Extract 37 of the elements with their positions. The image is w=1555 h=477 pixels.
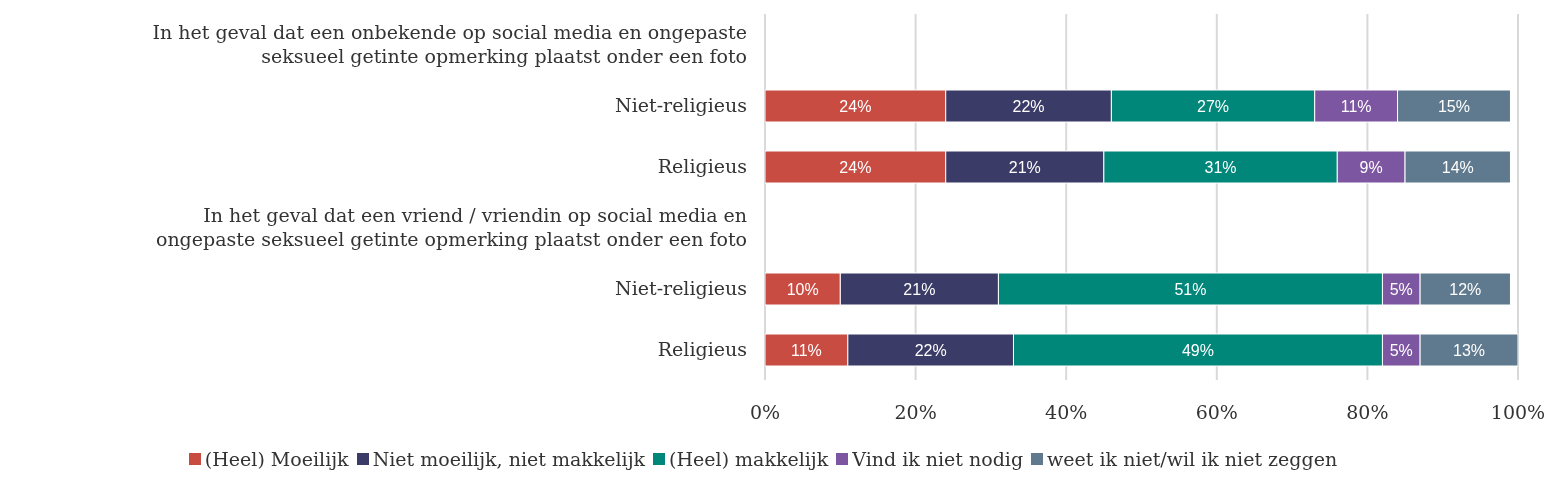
y-tick-label: Niet-religieus [615, 276, 747, 299]
data-label: 5% [1389, 280, 1413, 298]
data-label: 21% [903, 280, 936, 298]
x-tick-label: 80% [1346, 401, 1389, 424]
data-label: 49% [1181, 341, 1214, 359]
x-tick-label: 60% [1195, 401, 1238, 424]
data-label: 5% [1389, 341, 1413, 359]
data-label: 51% [1174, 280, 1207, 298]
data-label: 21% [1008, 158, 1041, 176]
y-tick-label: In het geval dat een onbekende op social media en ongepaste seksueel getinte opmerking plaatst onder een foto [152, 20, 747, 67]
data-label: 24% [839, 158, 872, 176]
x-tick-label: 40% [1045, 401, 1088, 424]
data-label: 10% [786, 280, 819, 298]
data-label: 9% [1359, 158, 1383, 176]
data-label: 22% [1012, 97, 1045, 115]
y-tick-label: Religieus [657, 337, 747, 360]
data-label: 24% [839, 97, 872, 115]
y-tick-label: In het geval dat een vriend / vriendin op social media en ongepaste seksueel getinte opmerking plaatst onder een foto [155, 203, 747, 250]
data-label: 14% [1441, 158, 1474, 176]
legend-label: Niet moeilijk, niet makkelijk [372, 448, 646, 470]
y-tick-label: Niet-religieus [615, 93, 747, 116]
data-label: 22% [914, 341, 947, 359]
data-label: 27% [1197, 97, 1230, 115]
legend-label: (Heel) Moeilijk [204, 448, 349, 470]
data-label: 11% [1340, 97, 1372, 115]
legend-label: Vind ik niet nodig [852, 448, 1024, 470]
x-tick-label: 100% [1490, 401, 1546, 424]
y-tick-label: Religieus [657, 154, 747, 177]
data-label: 11% [790, 341, 822, 359]
x-tick-label: 0% [749, 401, 781, 424]
legend-label: (Heel) makkelijk [669, 448, 829, 470]
data-label: 13% [1453, 341, 1486, 359]
data-label: 12% [1449, 280, 1482, 298]
x-tick-label: 20% [894, 401, 937, 424]
data-label: 31% [1204, 158, 1237, 176]
legend-label: weet ik niet/wil ik niet zeggen [1047, 448, 1338, 470]
data-label: 15% [1437, 97, 1471, 115]
